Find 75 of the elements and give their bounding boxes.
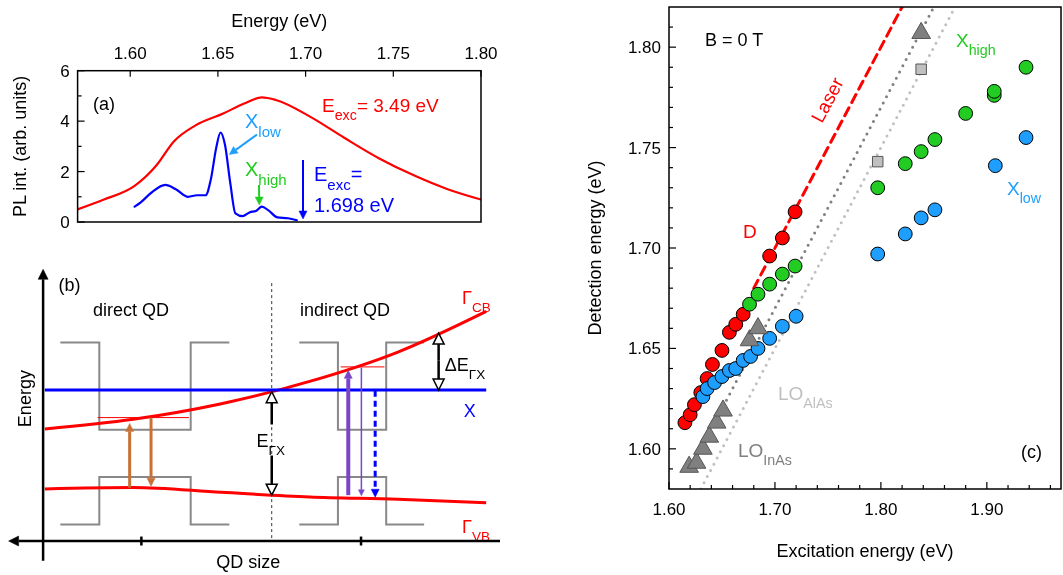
- y-tick-label: 2: [60, 162, 70, 182]
- point: [750, 286, 766, 302]
- point: [871, 155, 884, 168]
- point: [762, 276, 778, 292]
- y-tick-label: 1.70: [627, 238, 661, 258]
- annotation: direct QD: [93, 299, 170, 320]
- series-label: LO$_{InAs}$: [738, 440, 792, 468]
- point: [787, 204, 803, 220]
- x-axis-title: Energy (eV): [231, 10, 328, 31]
- x-tick-label: 1.75: [376, 43, 410, 63]
- point: [1018, 130, 1034, 145]
- annotation: (a): [93, 94, 115, 114]
- series-label: Γ$_{CB}$: [462, 287, 491, 315]
- y-axis-title: Energy: [15, 370, 36, 428]
- series-label: LO$_{AlAs}$: [778, 383, 833, 411]
- point: [1018, 59, 1034, 75]
- series-label: E$_{exc}$= 3.49 eV: [322, 95, 440, 123]
- point: [927, 202, 943, 218]
- x-tick-label: 1.90: [970, 500, 1004, 519]
- point: [774, 266, 790, 282]
- point: [915, 63, 927, 75]
- point: [987, 158, 1003, 174]
- point: [787, 258, 803, 274]
- x-axis-title: QD size: [216, 551, 281, 572]
- x-tick-label: 1.80: [864, 500, 898, 519]
- y-tick-label: 0: [60, 212, 70, 232]
- series-label: X$_{low}$: [1007, 178, 1042, 206]
- point: [913, 210, 929, 226]
- x-tick-label: 1.60: [652, 500, 686, 519]
- y-axis-title: Detection energy (eV): [585, 160, 605, 336]
- point: [774, 230, 790, 246]
- y-tick-label: 4: [60, 112, 70, 132]
- point: [687, 397, 702, 413]
- point: [714, 343, 730, 358]
- x-tick-label: 1.80: [464, 43, 498, 63]
- series-label: X: [463, 400, 476, 421]
- y-tick-label: 6: [60, 61, 70, 81]
- point: [774, 318, 790, 334]
- y-tick-label: 1.60: [627, 439, 661, 459]
- point: [788, 308, 804, 324]
- point: [897, 226, 913, 242]
- annotation: E$_{ΓX}$: [256, 430, 285, 458]
- series-label: X$_{high}$: [956, 30, 996, 58]
- y-axis-title: PL int. (arb. units): [9, 75, 30, 218]
- point: [728, 316, 744, 332]
- y-tick-label: 1.75: [627, 138, 661, 158]
- x-tick-label: 1.65: [201, 43, 235, 63]
- point: [762, 248, 778, 264]
- point: [705, 357, 720, 372]
- point: [927, 132, 943, 147]
- y-tick-label: 1.65: [627, 339, 661, 359]
- annotation: (c): [1021, 442, 1042, 462]
- line-series: [77, 96, 481, 211]
- text: (b): [58, 275, 81, 296]
- point: [762, 330, 778, 346]
- point: [897, 156, 913, 172]
- annotation: ΔE$_{ΓX}$: [444, 355, 486, 382]
- x-axis-title: Excitation energy (eV): [776, 541, 954, 561]
- x-tick-label: 1.70: [289, 43, 323, 63]
- point: [870, 246, 886, 262]
- x-tick-label: 1.70: [758, 500, 792, 519]
- annotation: X$_{high}$: [245, 158, 287, 188]
- series-label: D: [743, 221, 757, 242]
- point: [742, 296, 757, 312]
- point: [735, 306, 751, 322]
- point: [986, 83, 1002, 99]
- point: [958, 106, 974, 121]
- annotation: X$_{low}$: [245, 110, 282, 140]
- text: Laser: [806, 73, 849, 126]
- point: [870, 180, 886, 196]
- annotation: indirect QD: [300, 299, 391, 320]
- x-tick-label: 1.60: [113, 43, 147, 63]
- annotation: B = 0 T: [705, 30, 764, 50]
- point: [913, 144, 929, 159]
- annotation: E$_{exc}$= 1.698 eV: [314, 163, 395, 216]
